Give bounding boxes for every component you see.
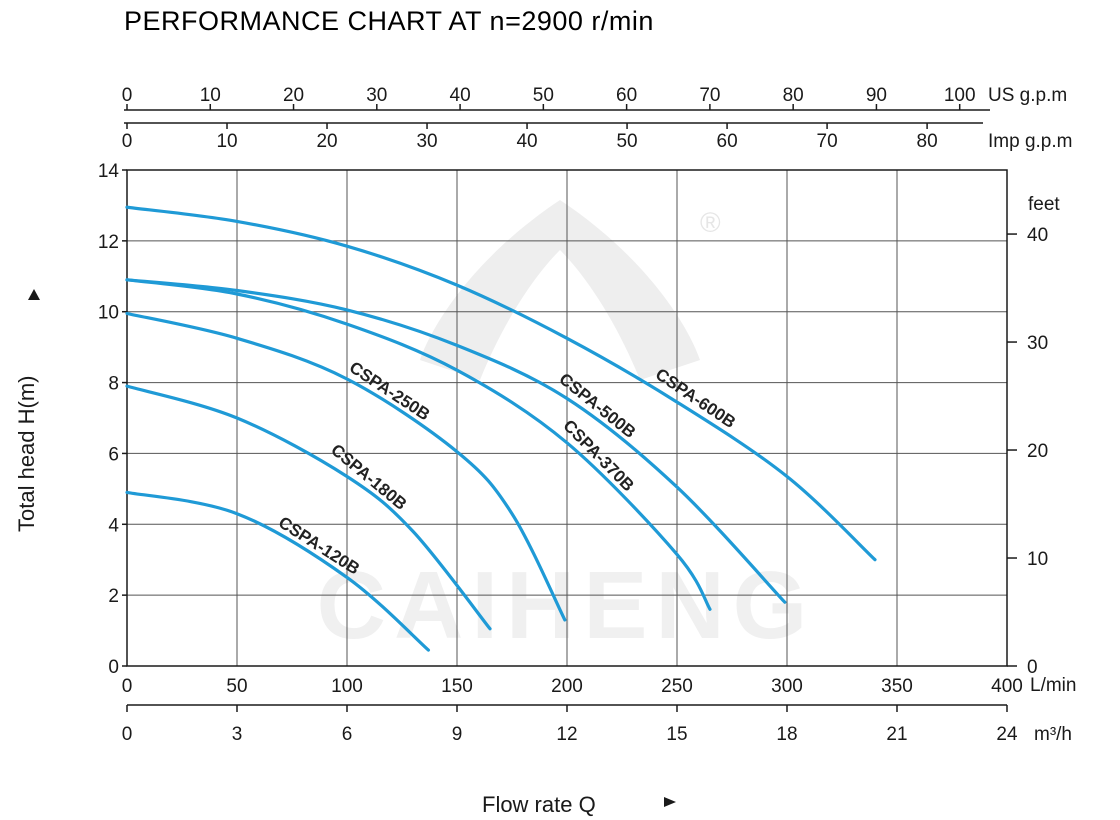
- y-axis-arrow-icon: [28, 289, 40, 300]
- x-tick-label: 50: [226, 676, 247, 697]
- curve-label: CSPA-600B: [652, 365, 739, 432]
- curve-cspa-180b: [125, 384, 492, 631]
- curve-cspa-370b: [125, 278, 712, 611]
- curve-cspa-600b: [125, 205, 877, 562]
- y-tick-label: 6: [108, 444, 119, 465]
- us-gpm-tick-label: 100: [944, 85, 976, 106]
- x-axis-m3h: 0 3 6 9 12 15 18 21 24: [122, 705, 1018, 745]
- curves: [125, 205, 877, 652]
- x-tick-label: 0: [122, 676, 133, 697]
- x-axis-title: Flow rate Q: [482, 792, 596, 817]
- watermark-registered-mark: ®: [700, 207, 721, 238]
- us-gpm-tick-label: 30: [366, 85, 387, 106]
- curve-label: CSPA-250B: [346, 358, 433, 425]
- x-tick-label: 300: [771, 676, 803, 697]
- us-gpm-tick-label: 50: [533, 85, 554, 106]
- y-tick-label: 4: [108, 515, 119, 536]
- top-axes: 0 10 20 30 40 50 60 70 80 90 100 0 10 20 30 40 50 60 70 80: [122, 85, 976, 152]
- feet-unit: feet: [1028, 194, 1060, 215]
- m3h-tick-label: 18: [776, 724, 797, 745]
- x-tick-label: 150: [441, 676, 473, 697]
- x-axis-lpm: 0 50 100 150 200 250 300 350 400: [122, 676, 1023, 697]
- chart-title: PERFORMANCE CHART AT n=2900 r/min: [124, 6, 654, 36]
- us-gpm-tick-label: 90: [866, 85, 887, 106]
- curve-cspa-500b: [125, 278, 787, 604]
- lpm-unit: L/min: [1030, 675, 1076, 696]
- grid: [126, 169, 1008, 667]
- m3h-tick-label: 12: [556, 724, 577, 745]
- imp-gpm-tick-label: 70: [817, 131, 838, 152]
- us-gpm-tick-label: 0: [122, 85, 133, 106]
- imp-gpm-tick-label: 10: [216, 131, 237, 152]
- m3h-tick-label: 9: [452, 724, 463, 745]
- imp-gpm-tick-label: 40: [516, 131, 537, 152]
- curve-label-group: CSPA-250B: [346, 358, 433, 425]
- watermark-text: CAIHENG: [317, 552, 816, 659]
- y-tick-label: 12: [98, 232, 119, 253]
- y-tick-label: 0: [108, 657, 119, 678]
- imp-gpm-tick-label: 60: [717, 131, 738, 152]
- m3h-tick-label: 0: [122, 724, 133, 745]
- m3h-tick-label: 3: [232, 724, 243, 745]
- imp-gpm-unit: Imp g.p.m: [988, 131, 1072, 152]
- y-tick-label: 10: [98, 303, 119, 324]
- y2-tick-label: 30: [1027, 333, 1048, 354]
- us-gpm-unit: US g.p.m: [988, 85, 1067, 106]
- y2-axis: 0 10 20 30 40: [1007, 225, 1048, 678]
- imp-gpm-tick-label: 80: [917, 131, 938, 152]
- curve-cspa-250b: [125, 311, 567, 622]
- imp-gpm-tick-label: 0: [122, 131, 133, 152]
- us-gpm-tick-label: 80: [783, 85, 804, 106]
- us-gpm-tick-label: 40: [450, 85, 471, 106]
- m3h-tick-label: 6: [342, 724, 353, 745]
- imp-gpm-tick-label: 30: [416, 131, 437, 152]
- us-gpm-tick-label: 10: [200, 85, 221, 106]
- imp-gpm-tick-label: 20: [316, 131, 337, 152]
- y2-tick-label: 0: [1027, 657, 1038, 678]
- y-axis-title: Total head H(m): [14, 375, 39, 532]
- watermark: CAIHENG ®: [317, 200, 816, 659]
- curve-label-group: CSPA-180B: [327, 440, 410, 514]
- y2-tick-label: 20: [1027, 441, 1048, 462]
- plot-frame: [126, 169, 1008, 667]
- curve-label-group: CSPA-600B: [652, 365, 739, 432]
- x-tick-label: 200: [551, 676, 583, 697]
- us-gpm-tick-label: 60: [616, 85, 637, 106]
- x-tick-label: 250: [661, 676, 693, 697]
- curve-label: CSPA-180B: [327, 440, 410, 514]
- x-axis-arrow-icon: [664, 797, 676, 807]
- m3h-tick-label: 21: [886, 724, 907, 745]
- imp-gpm-tick-label: 50: [616, 131, 637, 152]
- y2-tick-label: 40: [1027, 225, 1048, 246]
- us-gpm-tick-label: 20: [283, 85, 304, 106]
- curve-cspa-120b: [125, 490, 430, 652]
- x-tick-label: 400: [991, 676, 1023, 697]
- y-tick-label: 14: [98, 161, 120, 182]
- y-axis: 0 2 4 6 8 10 12 14: [98, 161, 127, 678]
- m3h-tick-label: 15: [666, 724, 687, 745]
- x-tick-label: 350: [881, 676, 913, 697]
- m3h-tick-label: 24: [996, 724, 1018, 745]
- y2-tick-label: 10: [1027, 549, 1048, 570]
- us-gpm-tick-label: 70: [699, 85, 720, 106]
- x-tick-label: 100: [331, 676, 363, 697]
- watermark-logo: [420, 200, 700, 380]
- m3h-unit: m³/h: [1034, 724, 1072, 745]
- y-tick-label: 2: [108, 586, 119, 607]
- y-tick-label: 8: [108, 374, 119, 395]
